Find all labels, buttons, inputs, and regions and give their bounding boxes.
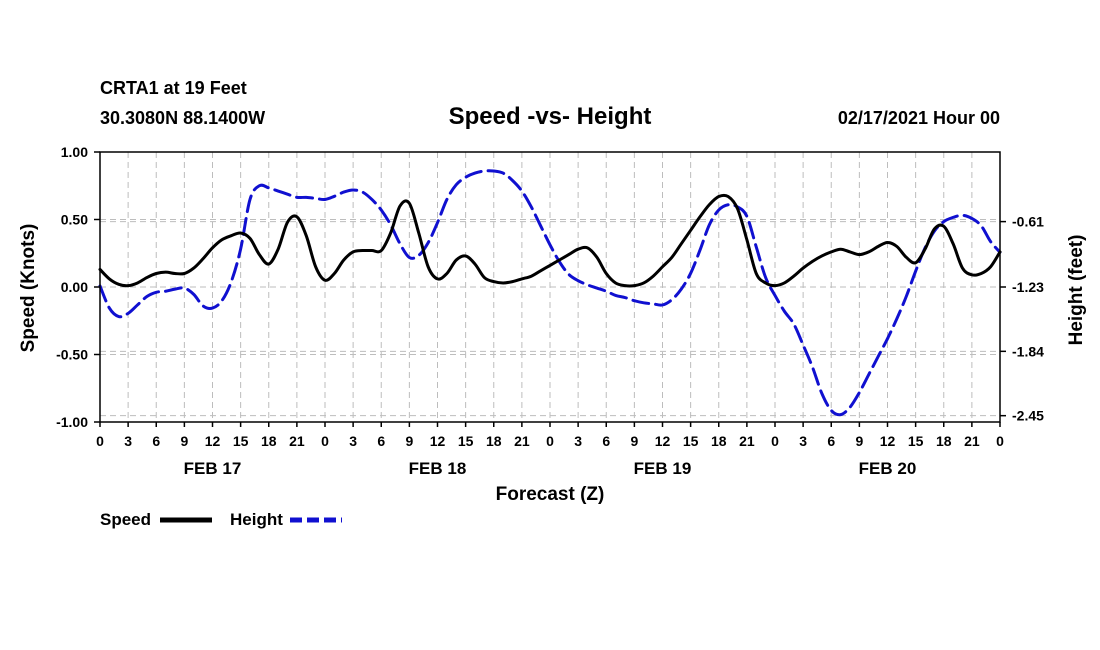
y2-tick-label: -2.45 (1012, 408, 1044, 424)
y2-tick-label: -0.61 (1012, 214, 1044, 230)
y-tick-label: 0.00 (61, 279, 88, 295)
x-tick-label: 12 (205, 433, 221, 449)
x-tick-label: 15 (458, 433, 474, 449)
height-series-line (98, 169, 1002, 417)
x-tick-label: 0 (996, 433, 1004, 449)
x-tick-label: 18 (261, 433, 277, 449)
date-label: 02/17/2021 Hour 00 (838, 108, 1000, 128)
x-tick-label: 15 (683, 433, 699, 449)
x-axis-title: Forecast (Z) (496, 484, 605, 505)
x-tick-label: 9 (180, 433, 188, 449)
x-tick-label: 0 (96, 433, 104, 449)
x-day-label: FEB 17 (184, 459, 242, 478)
speed-series-line (98, 193, 1002, 288)
x-tick-label: 6 (602, 433, 610, 449)
x-tick-label: 3 (799, 433, 807, 449)
grid-lines (100, 152, 1000, 422)
y-tick-label: 1.00 (61, 144, 88, 160)
x-tick-label: 21 (964, 433, 980, 449)
legend-height-label: Height (230, 510, 283, 529)
x-tick-label: 3 (124, 433, 132, 449)
chart-title: Speed -vs- Height (449, 103, 652, 130)
x-tick-label: 21 (514, 433, 530, 449)
y-tick-label: -1.00 (56, 414, 88, 430)
x-tick-label: 9 (630, 433, 638, 449)
x-tick-label: 12 (430, 433, 446, 449)
x-tick-label: 18 (711, 433, 727, 449)
x-tick-label: 18 (936, 433, 952, 449)
x-tick-label: 12 (880, 433, 896, 449)
y-axis-title: Speed (Knots) (18, 224, 39, 353)
x-tick-label: 18 (486, 433, 502, 449)
x-tick-label: 21 (289, 433, 305, 449)
legend-speed-label: Speed (100, 510, 151, 529)
x-tick-label: 12 (655, 433, 671, 449)
y2-tick-label: -1.84 (1012, 343, 1044, 359)
x-tick-label: 21 (739, 433, 755, 449)
y-axis-ticks: 1.00 0.50 0.00 -0.50 -1.00 (56, 144, 100, 430)
series-layer (98, 169, 1002, 417)
x-tick-label: 15 (908, 433, 924, 449)
x-tick-label: 0 (771, 433, 779, 449)
x-tick-label: 6 (152, 433, 160, 449)
x-tick-label: 0 (321, 433, 329, 449)
x-tick-label: 15 (233, 433, 249, 449)
x-day-label: FEB 20 (859, 459, 917, 478)
y2-axis-title: Height (feet) (1066, 235, 1087, 346)
y2-axis-ticks: -0.61 -1.23 -1.84 -2.45 (1000, 214, 1044, 424)
x-tick-label: 6 (377, 433, 385, 449)
x-tick-label: 9 (855, 433, 863, 449)
x-tick-label: 9 (405, 433, 413, 449)
x-tick-label: 6 (827, 433, 835, 449)
y2-tick-label: -1.23 (1012, 279, 1044, 295)
legend: Speed Height (100, 510, 342, 529)
x-day-label: FEB 19 (634, 459, 692, 478)
x-day-label: FEB 18 (409, 459, 467, 478)
station-label: CRTA1 at 19 Feet (100, 78, 247, 98)
coordinates-label: 30.3080N 88.1400W (100, 108, 265, 128)
y-tick-label: 0.50 (61, 212, 88, 228)
x-tick-label: 3 (574, 433, 582, 449)
x-tick-label: 3 (349, 433, 357, 449)
y-tick-label: -0.50 (56, 347, 88, 363)
x-axis-ticks: 0 3 6 9 12 15 18 21 0 3 6 9 12 15 18 21 0 3 6 9 12 15 18 21 0 3 6 9… (96, 422, 1004, 478)
x-tick-label: 0 (546, 433, 554, 449)
